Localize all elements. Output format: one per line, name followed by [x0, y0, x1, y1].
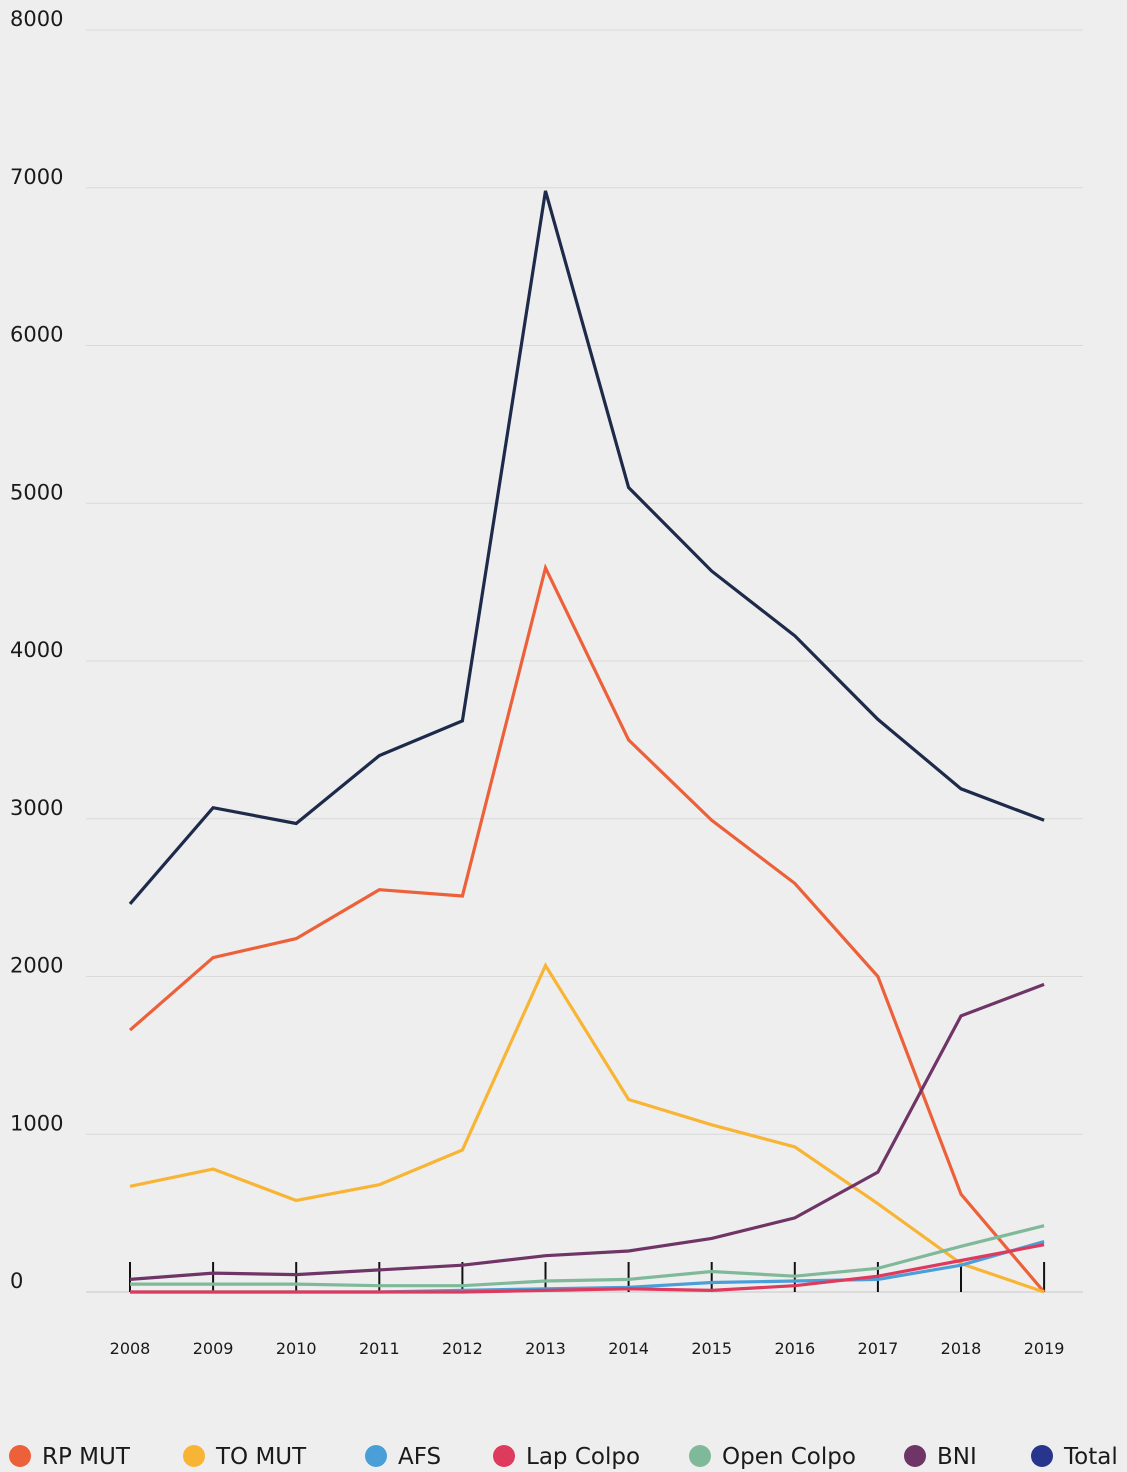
legend-swatch — [365, 1445, 387, 1467]
legend-label: Lap Colpo — [526, 1444, 640, 1470]
legend-item-to-mut: TO MUT — [183, 1444, 307, 1470]
series-line-bni — [129, 982, 1045, 1281]
legend-label: Total — [1063, 1444, 1118, 1470]
series-line-to-mut — [129, 962, 1045, 1294]
y-tick-label: 5000 — [10, 480, 63, 504]
legend-swatch — [493, 1445, 515, 1467]
series-line-lap-colpo — [130, 1243, 1045, 1294]
y-tick-label: 3000 — [10, 796, 63, 820]
y-tick-label: 0 — [10, 1269, 23, 1293]
x-tick-label: 2015 — [691, 1339, 732, 1358]
y-tick-label: 7000 — [10, 165, 63, 189]
x-tick-label: 2012 — [442, 1339, 483, 1358]
legend-swatch — [9, 1445, 31, 1467]
legend-swatch — [1031, 1445, 1053, 1467]
legend-item-lap-colpo: Lap Colpo — [493, 1444, 640, 1470]
y-tick-label: 2000 — [10, 954, 63, 978]
y-tick-label: 4000 — [10, 638, 63, 662]
y-tick-label: 1000 — [10, 1111, 63, 1135]
legend-swatch — [183, 1445, 205, 1467]
y-tick-label: 8000 — [10, 7, 63, 31]
legend-label: RP MUT — [42, 1444, 131, 1470]
x-tick-label: 2008 — [110, 1339, 151, 1358]
grid — [86, 29, 1083, 1293]
x-tick-label: 2010 — [276, 1339, 317, 1358]
legend-item-total: Total — [1031, 1444, 1118, 1470]
series-line-rp-mut — [128, 563, 1046, 1294]
legend-label: AFS — [398, 1444, 441, 1470]
legend-item-rp-mut: RP MUT — [9, 1444, 131, 1470]
y-tick-label: 6000 — [10, 323, 63, 347]
y-axis-ticks: 0 1000 2000 3000 4000 5000 6000 7000 8000 — [10, 7, 63, 1293]
x-tick-label: 2016 — [774, 1339, 815, 1358]
legend-label: TO MUT — [215, 1444, 307, 1470]
legend-item-open-colpo: Open Colpo — [689, 1444, 856, 1470]
series-lines — [128, 190, 1046, 1294]
legend-label: Open Colpo — [722, 1444, 856, 1470]
legend-item-bni: BNI — [904, 1444, 977, 1470]
legend-swatch — [689, 1445, 711, 1467]
legend-label: BNI — [937, 1444, 977, 1470]
x-tick-label: 2013 — [525, 1339, 566, 1358]
legend-item-afs: AFS — [365, 1444, 441, 1470]
x-tick-label: 2017 — [858, 1339, 899, 1358]
series-line-total — [128, 190, 1045, 905]
x-tick-label: 2019 — [1024, 1339, 1065, 1358]
x-tick-label: 2018 — [941, 1339, 982, 1358]
series-line-open-colpo — [130, 1224, 1045, 1288]
x-tick-label: 2009 — [193, 1339, 234, 1358]
legend-swatch — [904, 1445, 926, 1467]
x-tick-label: 2011 — [359, 1339, 400, 1358]
x-tick-label: 2014 — [608, 1339, 649, 1358]
x-axis-ticks: 2008 2009 2010 2011 2012 2013 2014 2015 2016 2017… — [110, 1262, 1065, 1358]
legend: RP MUT TO MUT AFS Lap Colpo Open Colpo BNI Tot… — [9, 1444, 1118, 1470]
